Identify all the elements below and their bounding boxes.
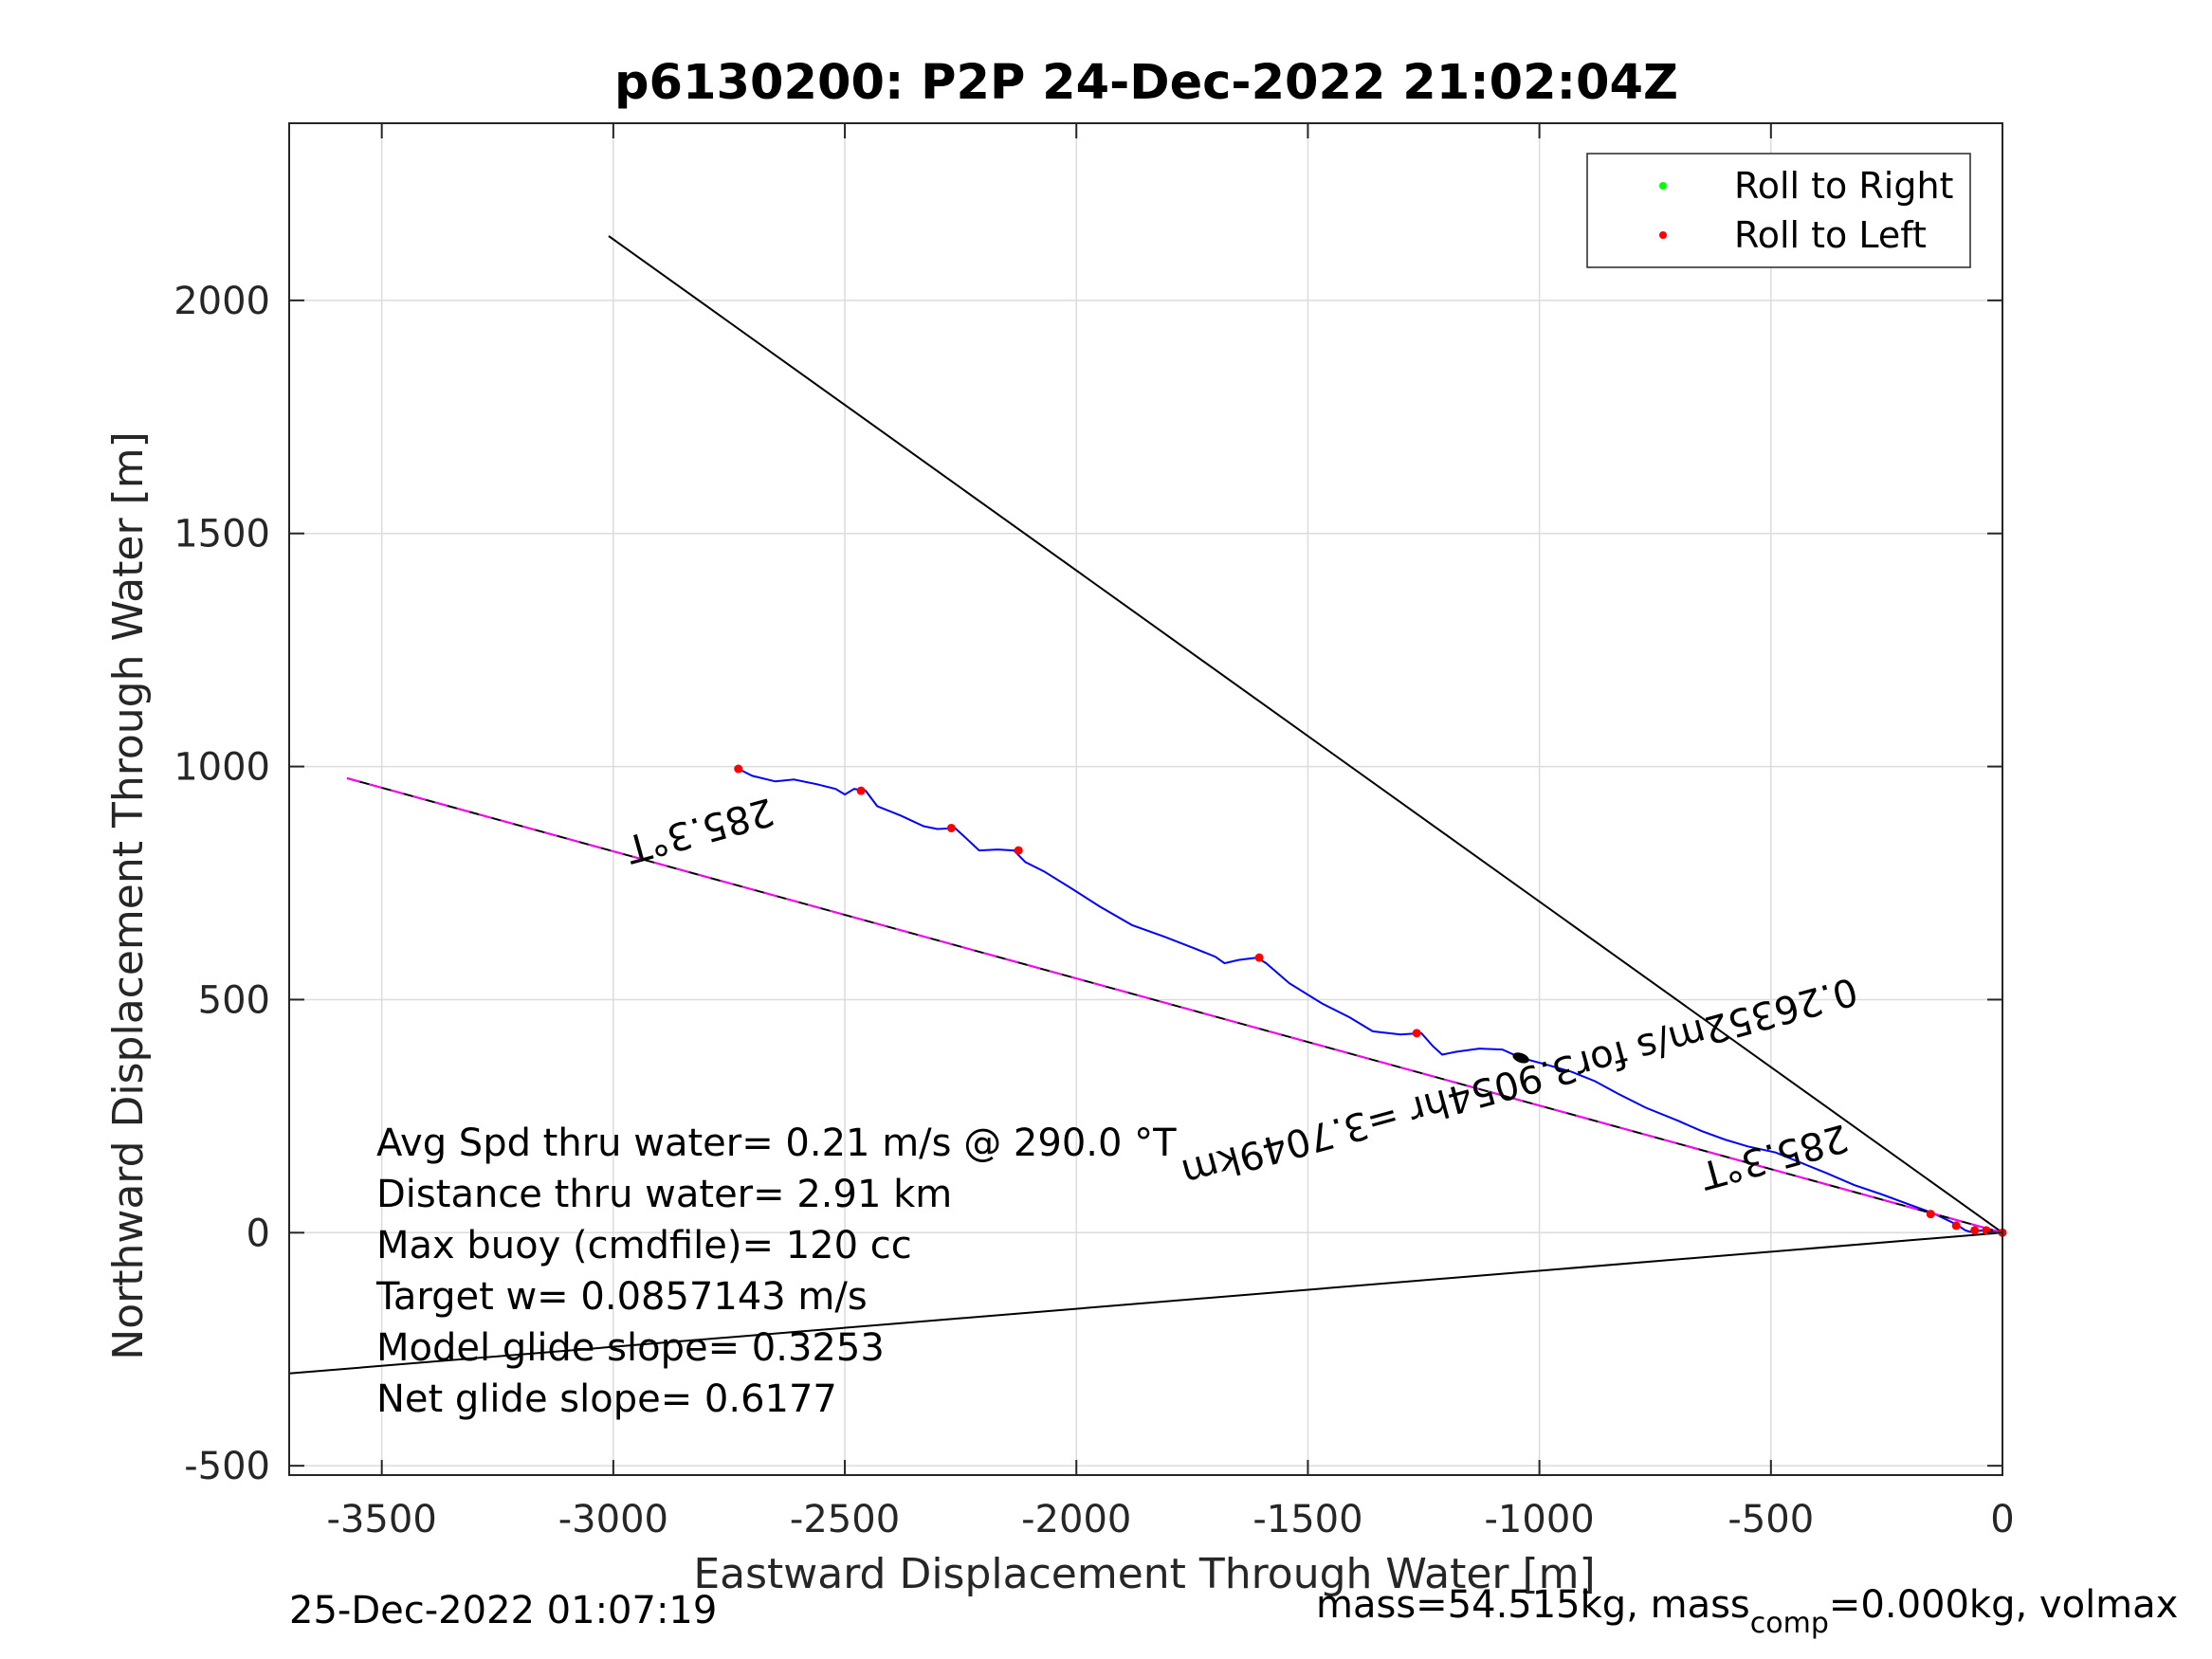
legend-label-roll-right: Roll to Right: [1734, 165, 1953, 207]
stats-line: Model glide slope= 0.3253: [376, 1326, 885, 1370]
x-tick-label: -2500: [790, 1498, 900, 1541]
roll-left-point: [1254, 953, 1264, 962]
stats-line: Distance thru water= 2.91 km: [376, 1173, 952, 1216]
footer-mass-subscript: comp: [1750, 1607, 1829, 1640]
x-tick-label: -1000: [1485, 1498, 1595, 1541]
y-tick-label: 1000: [174, 746, 270, 790]
stats-line: Net glide slope= 0.6177: [376, 1377, 837, 1421]
x-tick-label: -500: [1728, 1498, 1814, 1541]
roll-left-point: [856, 786, 866, 795]
y-tick-label: 0: [247, 1212, 270, 1255]
x-tick-label: -3500: [327, 1498, 437, 1541]
roll-left-point: [1951, 1221, 1961, 1231]
footer-date: 25-Dec-2022 01:07:19: [289, 1589, 717, 1632]
plot-frame: [288, 122, 2003, 1476]
y-tick-label: -500: [184, 1445, 270, 1488]
roll-left-point: [1926, 1210, 1935, 1219]
roll-left-point: [1014, 846, 1023, 855]
x-tick-label: -1500: [1252, 1498, 1362, 1541]
heading-line-1: [608, 235, 2003, 1234]
y-tick-label: 500: [198, 978, 270, 1022]
legend-marker-roll-right: [1659, 182, 1667, 190]
x-axis-label: Eastward Displacement Through Water [m]: [693, 1550, 1595, 1598]
track-series: [738, 768, 2003, 1234]
chart-title: p6130200: P2P 24-Dec-2022 21:02:04Z: [614, 55, 1678, 111]
footer-mass: mass=54.515kg, masscomp=0.000kg, volmax: [1316, 1583, 2178, 1640]
y-tick-label: 1500: [174, 513, 270, 556]
roll-left-point: [946, 823, 956, 832]
roll-left-point: [734, 764, 743, 774]
stats-line: Avg Spd thru water= 0.21 m/s @ 290.0 °T: [376, 1121, 1177, 1165]
roll-left-point: [1970, 1226, 1980, 1235]
footer-mass-suffix: =0.000kg, volmax: [1829, 1583, 2178, 1627]
x-tick-label: -3000: [558, 1498, 668, 1541]
legend-label-roll-left: Roll to Left: [1734, 214, 1927, 256]
x-tick-label: -2000: [1021, 1498, 1131, 1541]
stats-line: Max buoy (cmdfile)= 120 cc: [376, 1224, 912, 1267]
y-tick-label: 2000: [174, 280, 270, 323]
roll-left-point: [1412, 1029, 1421, 1038]
legend: Roll to Right Roll to Left: [1586, 153, 1971, 268]
series-layer: [288, 235, 2003, 1375]
heading-line-overlay: [346, 776, 2003, 1234]
stats-line: Target w= 0.0857143 m/s: [375, 1275, 868, 1319]
x-tick-label: 0: [1990, 1498, 2014, 1541]
black-marker: [1512, 1052, 1529, 1064]
stats-box: Avg Spd thru water= 0.21 m/s @ 290.0 °T D…: [375, 1121, 1177, 1421]
heading-line-2: [288, 1231, 2003, 1375]
y-axis-label: Northward Displacement Through Water [m]: [104, 431, 153, 1359]
legend-marker-roll-left: [1659, 231, 1667, 239]
tick-layer: -3500 -3000 -2500 -2000 -1500 -1000 -500 0 -500 0…: [174, 123, 2015, 1541]
footer-mass-prefix: mass=54.515kg, mass: [1316, 1583, 1750, 1627]
